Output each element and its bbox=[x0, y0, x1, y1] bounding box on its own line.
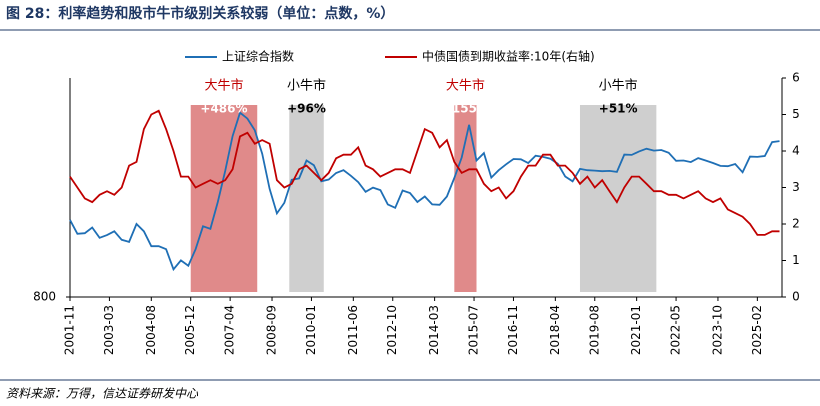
bull-region bbox=[454, 105, 477, 292]
x-tick-label: 2016-11 bbox=[506, 305, 520, 355]
y2-tick-label: 6 bbox=[792, 71, 800, 85]
x-tick-label: 2003-03 bbox=[102, 305, 116, 355]
x-tick-label: 2025-02 bbox=[750, 305, 764, 355]
y2-tick-label: 2 bbox=[792, 217, 800, 231]
series-line bbox=[69, 111, 780, 272]
series-line bbox=[69, 109, 780, 236]
x-tick-label: 2022-05 bbox=[669, 305, 683, 355]
region-change: +51% bbox=[599, 102, 638, 116]
region-title: 小牛市 bbox=[599, 78, 638, 94]
x-tick-label: 2023-10 bbox=[710, 305, 724, 355]
y2-tick-label: 1 bbox=[792, 253, 800, 267]
y2-tick-label: 0 bbox=[792, 290, 800, 304]
source: 资料来源：万得，信达证券研发中心 bbox=[6, 387, 199, 401]
bull-region bbox=[190, 105, 258, 292]
x-tick-label: 2018-04 bbox=[548, 305, 562, 355]
legend-label: 中债国债到期收益率:10年(右轴) bbox=[422, 49, 595, 64]
region-title: 小牛市 bbox=[287, 78, 326, 94]
y2-tick-label: 4 bbox=[792, 144, 800, 158]
region-title: 大牛市 bbox=[446, 78, 485, 94]
x-tick-label: 2021-01 bbox=[629, 305, 643, 355]
x-tick-label: 2007-04 bbox=[223, 305, 237, 355]
x-tick-label: 2004-08 bbox=[144, 305, 158, 355]
legend-label: 上证综合指数 bbox=[222, 49, 294, 64]
region-change: +96% bbox=[287, 102, 326, 116]
region-change: +486% bbox=[200, 102, 247, 116]
x-tick-label: 2012-10 bbox=[385, 305, 399, 355]
x-tick-label: 2011-06 bbox=[346, 305, 360, 355]
bull-region bbox=[289, 105, 324, 292]
x-tick-label: 2008-09 bbox=[265, 305, 279, 355]
chart-title: 图 28：利率趋势和股市牛市级别关系较弱（单位：点数，%） bbox=[6, 5, 394, 22]
x-tick-label: 2005-12 bbox=[183, 305, 197, 355]
y2-tick-label: 5 bbox=[792, 107, 800, 121]
region-title: 大牛市 bbox=[204, 78, 243, 94]
x-tick-label: 2014-03 bbox=[427, 305, 441, 355]
x-tick-label: 2015-07 bbox=[467, 305, 481, 355]
x-tick-label: 2001-11 bbox=[63, 305, 77, 355]
y2-tick-label: 3 bbox=[792, 180, 800, 194]
y-tick-label: 800 bbox=[33, 290, 56, 304]
x-tick-label: 2010-01 bbox=[304, 305, 318, 355]
x-tick-label: 2019-08 bbox=[587, 305, 601, 355]
region-change: +155% bbox=[442, 102, 489, 116]
